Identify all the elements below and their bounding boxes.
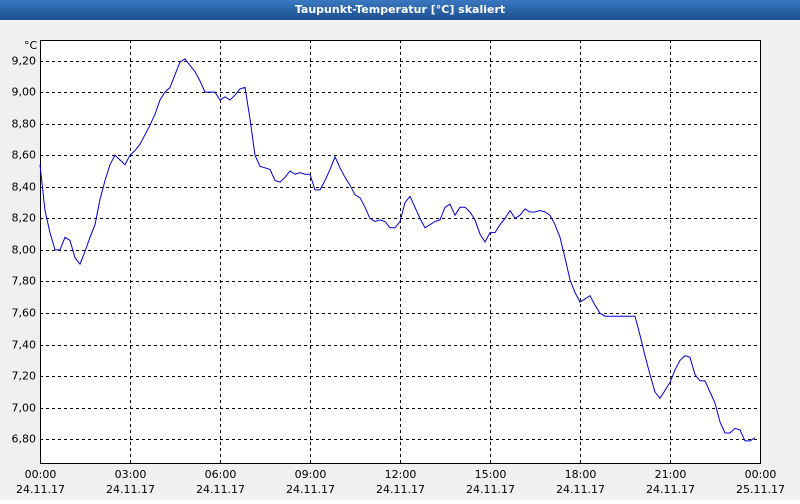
x-tick-date: 25.11.17 bbox=[736, 483, 785, 496]
x-tick-date: 24.11.17 bbox=[286, 483, 335, 496]
y-tick-label: 6,80 bbox=[12, 433, 37, 446]
data-line bbox=[39, 58, 756, 442]
y-tick-label: 9,20 bbox=[12, 55, 37, 68]
x-tick-label: 00:00 bbox=[25, 468, 57, 481]
x-tick-date: 24.11.17 bbox=[16, 483, 65, 496]
x-tick-label: 15:00 bbox=[475, 468, 507, 481]
y-tick-label: 8,60 bbox=[12, 149, 37, 162]
x-tick-date: 24.11.17 bbox=[466, 483, 515, 496]
x-tick-date: 24.11.17 bbox=[106, 483, 155, 496]
chart-title: Taupunkt-Temperatur [°C] skaliert bbox=[295, 3, 505, 16]
y-tick-label: 8,00 bbox=[12, 244, 37, 257]
y-tick-label: 8,80 bbox=[12, 118, 37, 131]
x-tick-label: 00:00 bbox=[745, 468, 777, 481]
x-tick-date: 24.11.17 bbox=[646, 483, 695, 496]
x-tick-date: 24.11.17 bbox=[556, 483, 605, 496]
x-tick-date: 24.11.17 bbox=[376, 483, 425, 496]
x-tick-label: 09:00 bbox=[295, 468, 327, 481]
y-tick-label: 7,00 bbox=[12, 402, 37, 415]
x-tick-label: 18:00 bbox=[565, 468, 597, 481]
y-tick-label: 7,20 bbox=[12, 370, 37, 383]
x-tick-label: 03:00 bbox=[115, 468, 147, 481]
y-unit: °C bbox=[24, 39, 38, 52]
x-tick-label: 12:00 bbox=[385, 468, 417, 481]
x-tick-date: 24.11.17 bbox=[196, 483, 245, 496]
y-tick-label: 8,20 bbox=[12, 212, 37, 225]
y-tick-label: 8,40 bbox=[12, 181, 37, 194]
y-tick-label: 7,60 bbox=[12, 307, 37, 320]
x-tick-label: 21:00 bbox=[655, 468, 687, 481]
title-bar bbox=[0, 0, 800, 20]
y-tick-label: 7,40 bbox=[12, 339, 37, 352]
y-tick-label: 7,80 bbox=[12, 275, 37, 288]
x-tick-label: 06:00 bbox=[205, 468, 237, 481]
y-tick-label: 9,00 bbox=[12, 86, 37, 99]
